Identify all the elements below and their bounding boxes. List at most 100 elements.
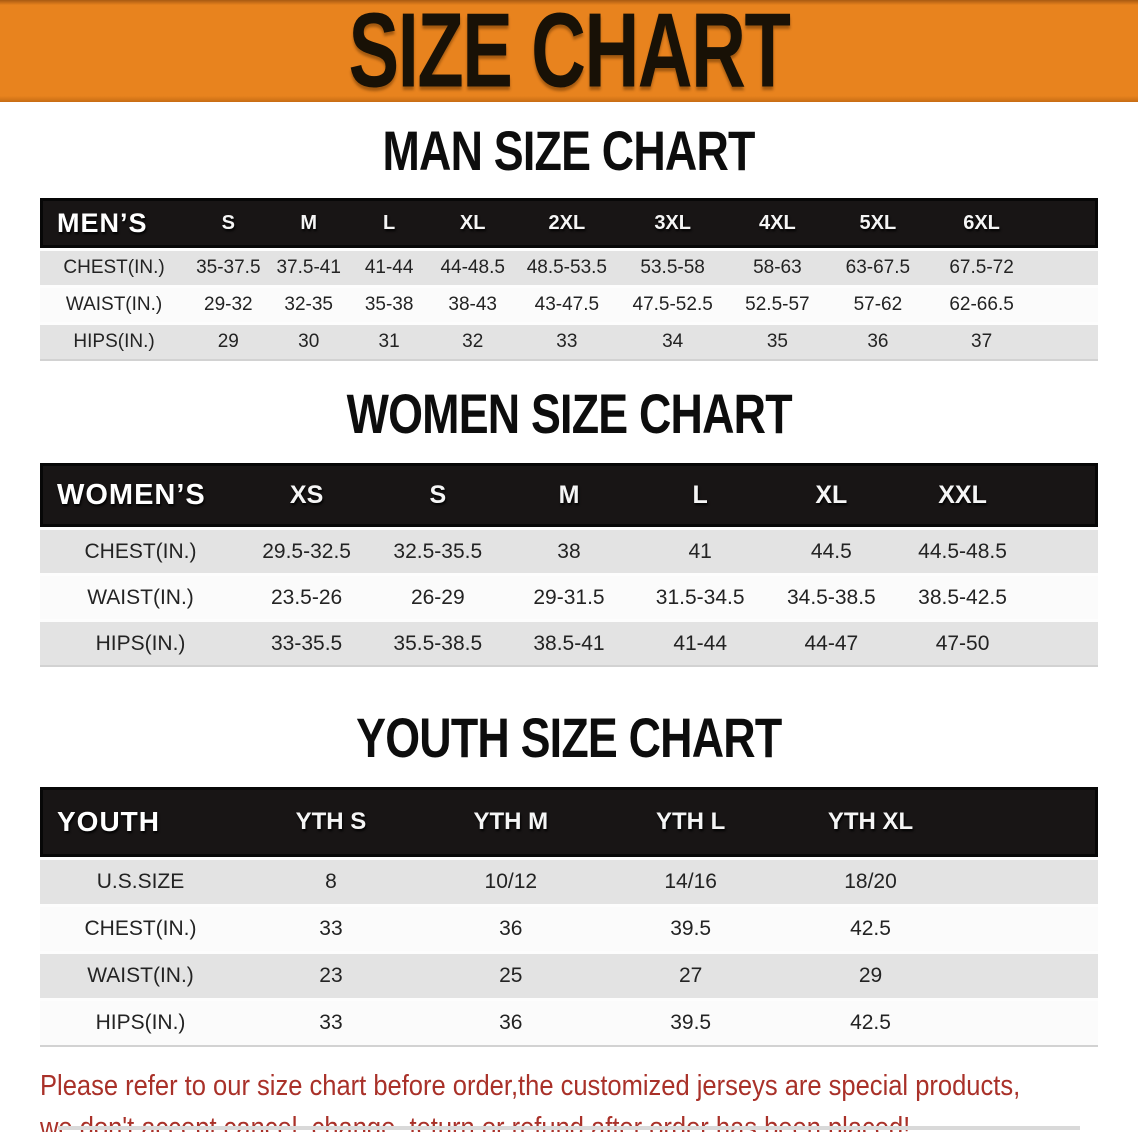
table-row-hips-in: HIPS(IN.) 33 36 39.5 42.5 [40, 998, 1098, 1045]
size-value: 44.5 [765, 527, 897, 573]
col-header-l: L [634, 463, 766, 527]
size-value: 38.5-42.5 [896, 573, 1029, 619]
table-row-u-s-size: U.S.SIZE 8 10/12 14/16 18/20 [40, 857, 1098, 904]
size-value: 39.5 [600, 998, 781, 1045]
size-value: 35-38 [348, 285, 430, 322]
size-value: 63-67.5 [827, 248, 929, 285]
col-header-m: M [503, 463, 635, 527]
size-value: 35-37.5 [188, 248, 269, 285]
col-header-xs: XS [241, 463, 373, 527]
women-section: WOMEN SIZE CHART [0, 382, 1138, 445]
size-value: 36 [420, 998, 601, 1045]
size-value-filler [1028, 619, 1098, 665]
size-value: 41-44 [634, 619, 766, 665]
size-value: 27 [600, 951, 781, 998]
size-value: 47.5-52.5 [617, 285, 728, 322]
size-value: 8 [241, 857, 421, 904]
size-value: 37.5-41 [268, 248, 349, 285]
col-header-yth-s: YTH S [241, 787, 421, 857]
size-value: 39.5 [600, 904, 781, 951]
size-value-filler [1034, 285, 1098, 322]
row-label-waist-in: WAIST(IN.) [40, 951, 242, 998]
size-value: 53.5-58 [617, 248, 728, 285]
table-row-waist-in: WAIST(IN.) 23 25 27 29 [40, 951, 1098, 998]
table-row-waist-in: WAIST(IN.) 23.5-26 26-29 29-31.5 31.5-34.5 34… [40, 573, 1098, 619]
col-header-xxl: XXL [896, 463, 1029, 527]
table-header-row: MEN’S S M L XL 2XL 3XL 4XL 5XL 6XL [40, 198, 1098, 248]
col-header-xl: XL [429, 198, 517, 248]
size-value: 33 [516, 322, 618, 359]
col-header-2xl: 2XL [516, 198, 618, 248]
table-corner-youth: YOUTH [40, 787, 242, 857]
men-section-heading: MAN SIZE CHART [382, 119, 756, 182]
size-value: 42.5 [780, 904, 961, 951]
row-label-hips-in: HIPS(IN.) [40, 619, 242, 665]
size-value: 29.5-32.5 [241, 527, 373, 573]
women-size-table: WOMEN’S XS S M L XL XXL CHEST(IN.) 29.5-32.5 32.5… [40, 463, 1098, 667]
col-header-yth-m: YTH M [420, 787, 601, 857]
col-header-6xl: 6XL [928, 198, 1035, 248]
col-header-yth-xl: YTH XL [780, 787, 961, 857]
size-value: 57-62 [827, 285, 929, 322]
row-label-chest-in: CHEST(IN.) [40, 904, 242, 951]
size-value: 29-32 [188, 285, 269, 322]
size-value: 32-35 [268, 285, 349, 322]
size-value: 38-43 [429, 285, 517, 322]
size-value: 32.5-35.5 [372, 527, 504, 573]
col-header-s: S [188, 198, 269, 248]
size-value: 38 [503, 527, 635, 573]
size-value: 29-31.5 [503, 573, 635, 619]
youth-size-table: YOUTH YTH S YTH M YTH L YTH XL U.S.SIZE 8 10/12… [40, 787, 1098, 1047]
row-label-waist-in: WAIST(IN.) [40, 285, 189, 322]
size-value: 44-47 [765, 619, 897, 665]
col-header-l: L [348, 198, 430, 248]
size-value: 31 [348, 322, 430, 359]
youth-section-heading: YOUTH SIZE CHART [356, 706, 782, 769]
size-value: 52.5-57 [727, 285, 828, 322]
size-value-filler [960, 951, 1098, 998]
youth-section: YOUTH SIZE CHART [0, 706, 1138, 769]
size-value: 33 [241, 998, 421, 1045]
col-header-filler [960, 787, 1098, 857]
size-value: 33-35.5 [241, 619, 373, 665]
size-value: 36 [420, 904, 601, 951]
col-header-s: S [372, 463, 504, 527]
size-value: 62-66.5 [928, 285, 1035, 322]
table-row-chest-in: CHEST(IN.) 35-37.5 37.5-41 41-44 44-48.5 48.5… [40, 248, 1098, 285]
table-row-hips-in: HIPS(IN.) 29 30 31 32 33 34 35 36 37 [40, 322, 1098, 359]
table-row-hips-in: HIPS(IN.) 33-35.5 35.5-38.5 38.5-41 41-44 44-… [40, 619, 1098, 665]
size-value: 29 [780, 951, 961, 998]
col-header-5xl: 5XL [827, 198, 929, 248]
size-value: 41 [634, 527, 766, 573]
size-value: 35 [727, 322, 828, 359]
table-header-row: WOMEN’S XS S M L XL XXL [40, 463, 1098, 527]
men-section: MAN SIZE CHART [0, 119, 1138, 182]
size-value: 32 [429, 322, 517, 359]
size-value-filler [960, 998, 1098, 1045]
women-section-heading: WOMEN SIZE CHART [346, 382, 792, 445]
men-size-table: MEN’S S M L XL 2XL 3XL 4XL 5XL 6XL CHEST(IN.) 35-37… [40, 198, 1098, 361]
size-value: 10/12 [420, 857, 601, 904]
size-value: 23 [241, 951, 421, 998]
size-value-filler [1028, 573, 1098, 619]
size-value: 18/20 [780, 857, 961, 904]
col-header-filler [1028, 463, 1098, 527]
size-value-filler [1034, 322, 1098, 359]
row-label-waist-in: WAIST(IN.) [40, 573, 242, 619]
size-value: 31.5-34.5 [634, 573, 766, 619]
size-value-filler [960, 857, 1098, 904]
row-label-hips-in: HIPS(IN.) [40, 998, 242, 1045]
row-label-chest-in: CHEST(IN.) [40, 527, 242, 573]
size-value: 29 [188, 322, 269, 359]
size-value: 14/16 [600, 857, 781, 904]
size-value: 37 [928, 322, 1035, 359]
table-corner-women-s: WOMEN’S [40, 463, 242, 527]
col-header-3xl: 3XL [617, 198, 728, 248]
col-header-m: M [268, 198, 349, 248]
size-value: 42.5 [780, 998, 961, 1045]
table-row-waist-in: WAIST(IN.) 29-32 32-35 35-38 38-43 43-47.5 47.… [40, 285, 1098, 322]
size-value: 41-44 [348, 248, 430, 285]
size-value: 47-50 [896, 619, 1029, 665]
table-header-row: YOUTH YTH S YTH M YTH L YTH XL [40, 787, 1098, 857]
col-header-filler [1034, 198, 1098, 248]
